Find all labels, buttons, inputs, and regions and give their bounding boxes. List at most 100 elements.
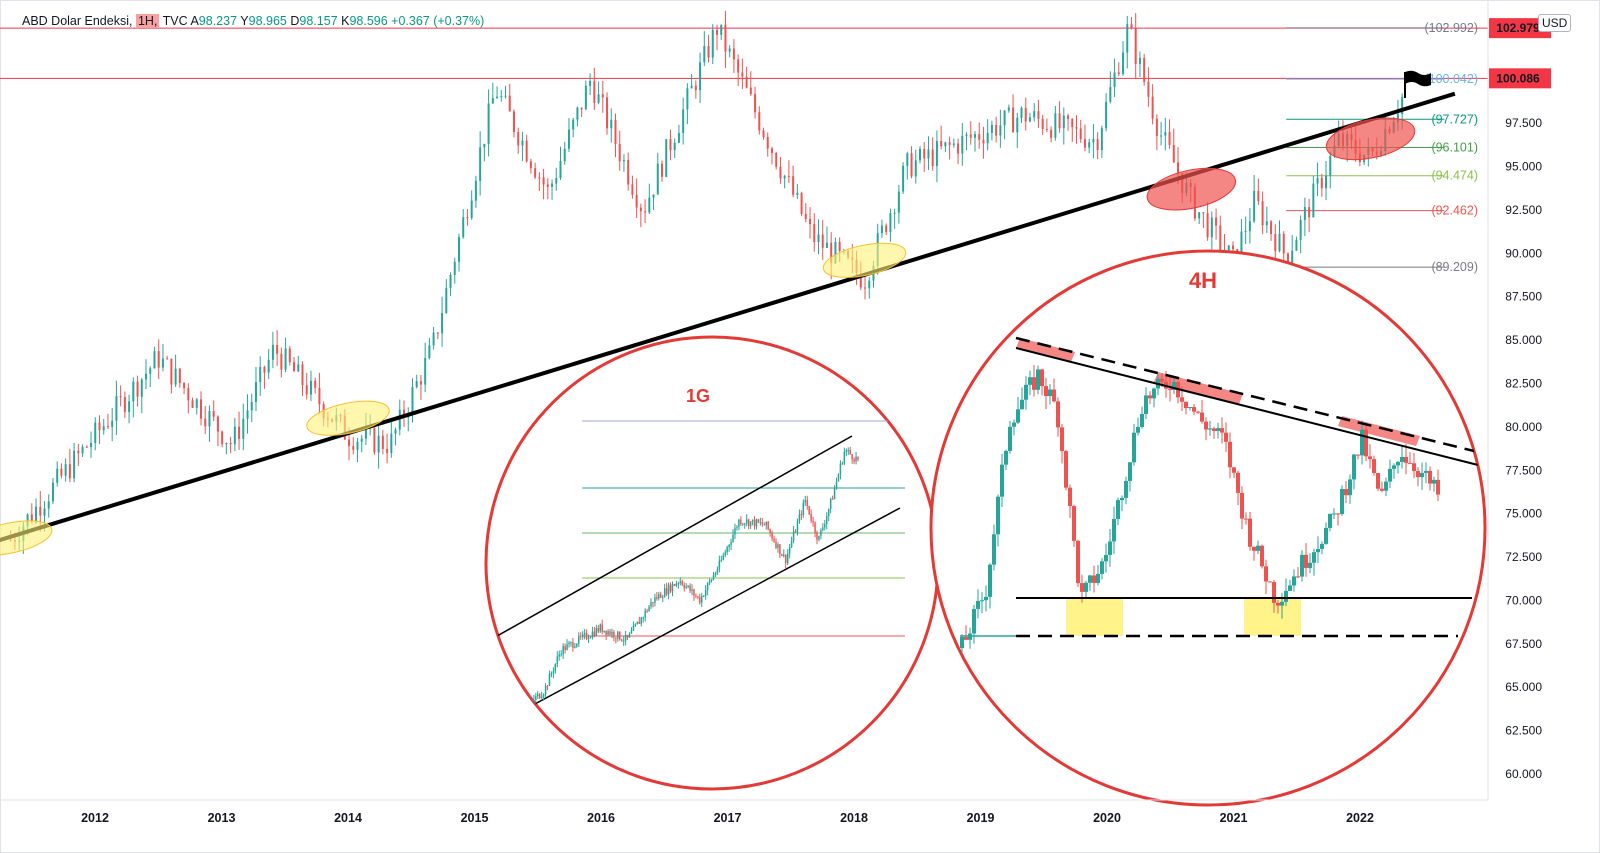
main-candle-body [1143, 57, 1146, 82]
inset-1g-candle-body [656, 597, 658, 599]
symbol-name: ABD Dolar Endeksi, [22, 14, 133, 28]
inset-1g-candle-body [701, 595, 703, 603]
inset-1g-candle-body [654, 597, 656, 603]
main-candle-body [1244, 231, 1247, 233]
inset-1g-candle-body [648, 606, 650, 612]
main-candle-body [661, 163, 664, 177]
inset-1g-candle-body [710, 579, 713, 582]
main-candle-body [1075, 127, 1078, 129]
inset-1g-candle-body [667, 584, 670, 595]
inset-1g-candle-body [620, 639, 623, 641]
main-candle-body [132, 381, 135, 402]
main-candle-body [593, 80, 596, 103]
main-candle-body [627, 160, 630, 185]
inset-4h-candle-body [1344, 489, 1348, 496]
main-candle-body [1274, 233, 1277, 252]
main-candle-body [297, 364, 300, 372]
inset-4h-candle-body [1392, 465, 1396, 469]
inset-1g-candle-body [798, 514, 801, 522]
inset-1g-candle-body [603, 630, 605, 632]
inset-4h-candle-body [1036, 369, 1040, 390]
inset-4h-candle-body [1024, 384, 1028, 400]
main-candle-body [1257, 190, 1260, 202]
inset-4h-candle-body [1224, 432, 1228, 442]
inset-1g-candle-body [691, 589, 693, 591]
inset-1g-candle-body [595, 627, 598, 636]
inset-4h-candle-body [1264, 566, 1268, 582]
inset-4h-candle-body [1148, 395, 1152, 399]
inset-1g-candle-body [546, 685, 549, 687]
main-candle-body [1401, 96, 1404, 115]
main-candle-body [496, 96, 499, 98]
inset-4h-candle-body [980, 600, 984, 602]
main-candle-body [187, 388, 190, 401]
main-candle-body [191, 400, 194, 408]
inset-4h-candle-body [1404, 456, 1408, 463]
inset-4h-candle-body [996, 496, 1000, 535]
price-tick-label: 97.500 [1505, 116, 1542, 130]
inset-1g-candle-body [777, 544, 779, 548]
main-candle-body [153, 351, 156, 369]
fib-level-label: (97.727) [1431, 112, 1478, 126]
inset-1g-candle-body [677, 583, 680, 585]
timeframe-badge[interactable]: 1H, [135, 14, 160, 28]
year-tick-label: 2014 [334, 811, 362, 825]
inset-4h-candle-body [1360, 429, 1364, 456]
main-candle-body [73, 450, 76, 479]
main-candle-body [1012, 107, 1015, 133]
price-tick-label: 95.000 [1505, 160, 1542, 174]
year-tick-label: 2018 [840, 811, 868, 825]
main-candle-body [225, 443, 228, 445]
inset-1g-candle-body [757, 519, 760, 523]
main-candle-body [817, 234, 820, 243]
inset-4h-candle-body [1072, 505, 1076, 541]
main-candle-body [1062, 115, 1065, 129]
inset-1g-candle-body [847, 449, 849, 451]
main-candle-body [741, 72, 744, 77]
inset-4h-candle-body [1140, 413, 1144, 427]
main-candle-body [441, 312, 444, 334]
main-candle-body [161, 358, 164, 368]
main-candle-body [1278, 233, 1281, 252]
inset-1g-candle-body [726, 547, 728, 553]
low-value: 98.157 [299, 14, 338, 28]
inset-1g-candle-body [597, 627, 600, 632]
main-candle-body [686, 88, 689, 110]
main-candle-body [123, 397, 126, 412]
inset-1g-candle-body [759, 522, 762, 524]
flag-icon [1405, 70, 1431, 87]
inset-1g-candle-body [605, 630, 607, 635]
main-candle-body [690, 85, 693, 89]
year-tick-label: 2016 [587, 811, 615, 825]
main-candle-body [766, 137, 769, 149]
main-candle-body [128, 401, 131, 412]
inset-4h-candle-body [1020, 399, 1024, 410]
currency-button[interactable]: USD [1538, 14, 1572, 32]
inset-4h-candle-body [1244, 518, 1248, 520]
main-candle-body [1202, 212, 1205, 214]
inset-1g-candle-body [751, 519, 754, 522]
resistance-touch-highlight [1154, 372, 1243, 404]
inset-1g-candle-body [786, 553, 789, 564]
main-candle-body [487, 103, 490, 144]
inset-1g-candle-body [800, 514, 803, 516]
inset-4h-candle-body [1416, 471, 1420, 478]
main-candle-body [720, 24, 723, 35]
main-candle-body [986, 132, 989, 144]
inset-4h-candle-body [1436, 479, 1440, 495]
inset-4h-candle-body [1088, 575, 1092, 583]
inset-4h-candle-body [1068, 487, 1072, 506]
inset-1g-candle-body [581, 634, 584, 637]
main-candle-body [1261, 201, 1264, 226]
year-tick-label: 2012 [81, 811, 109, 825]
main-candle-body [1265, 221, 1268, 226]
main-candle-body [1316, 177, 1319, 184]
main-candle-body [1312, 183, 1315, 218]
main-candle-body [238, 426, 241, 439]
inset-1g-candle-body [785, 554, 787, 564]
inset-4h-candle-body [1192, 407, 1196, 412]
inset-4h-candle-body [1296, 576, 1300, 578]
main-candle-body [610, 119, 613, 129]
inset-1g-candle-body [816, 532, 818, 540]
